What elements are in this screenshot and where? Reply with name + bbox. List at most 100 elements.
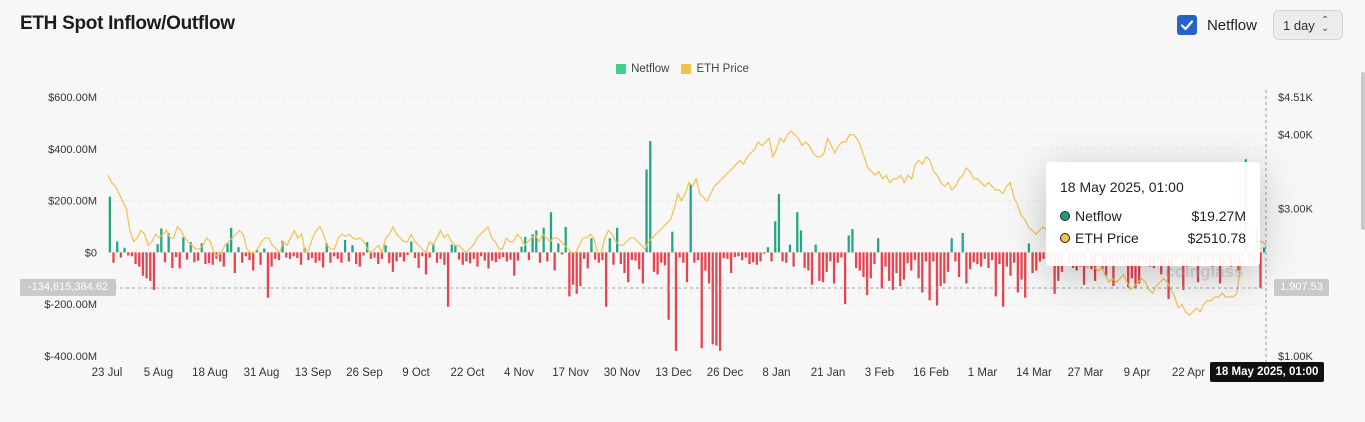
netflow-bar <box>145 252 148 279</box>
y-right-tick-label: $4.51K <box>1278 92 1314 104</box>
netflow-bar <box>1024 252 1027 298</box>
netflow-bar <box>998 252 1001 265</box>
page-scrollbar[interactable] <box>1361 72 1365 230</box>
tooltip-label-netflow: Netflow <box>1075 208 1122 224</box>
y-left-tick-label: $600.00M <box>48 92 97 104</box>
netflow-bar <box>748 252 751 265</box>
netflow-bar <box>310 252 314 259</box>
x-tick-label: 4 Nov <box>504 367 534 379</box>
legend-item-eth-price[interactable]: ETH Price <box>681 63 749 75</box>
netflow-bar <box>865 252 869 296</box>
netflow-bar <box>230 227 233 253</box>
netflow-bar <box>439 252 442 259</box>
netflow-bar <box>902 252 906 280</box>
x-tick-label: 26 Sep <box>346 367 382 379</box>
netflow-bar <box>281 240 284 253</box>
netflow-bar <box>292 252 295 257</box>
netflow-bar <box>851 229 854 253</box>
netflow-bar <box>895 252 898 274</box>
netflow-bar <box>491 252 494 261</box>
netflow-bar <box>277 252 281 261</box>
netflow-bar <box>226 243 229 253</box>
netflow-bar <box>968 252 972 270</box>
netflow-bar <box>660 252 663 263</box>
legend-item-netflow[interactable]: Netflow <box>616 63 669 75</box>
netflow-bar <box>722 252 725 259</box>
x-tick-label: 1 Mar <box>968 367 998 379</box>
netflow-bar <box>527 252 531 261</box>
netflow-bar <box>178 252 181 269</box>
netflow-bar <box>116 241 119 253</box>
tooltip-date: 18 May 2025, 01:00 <box>1060 179 1184 195</box>
netflow-bar <box>402 252 406 262</box>
netflow-bar <box>222 252 225 267</box>
x-tick-label: 5 Aug <box>144 367 173 379</box>
netflow-bar <box>502 252 505 258</box>
netflow-bar <box>641 252 645 284</box>
netflow-bar <box>671 231 674 253</box>
netflow-bar <box>917 252 920 279</box>
netflow-bar <box>836 252 839 263</box>
netflow-bar <box>141 252 145 276</box>
netflow-bar <box>704 252 707 271</box>
y-right-tick-label: $4.00K <box>1278 130 1314 142</box>
netflow-bar <box>921 252 924 293</box>
netflow-bar <box>770 252 773 262</box>
netflow-bar <box>1002 252 1005 307</box>
netflow-bar <box>399 252 402 258</box>
netflow-bar <box>557 243 560 253</box>
crosshair-left-value: -134,615,384.62 <box>20 279 116 296</box>
crosshair-date-label: 18 May 2025, 01:00 <box>1210 362 1324 382</box>
interval-select[interactable]: 1 day ⌃ ⌄ <box>1273 10 1343 40</box>
netflow-bar <box>233 252 236 274</box>
chevron-updown-icon: ⌃ ⌄ <box>1320 15 1330 34</box>
netflow-bar <box>347 252 350 262</box>
netflow-bar <box>877 238 880 253</box>
netflow-bar <box>612 252 615 265</box>
netflow-bar <box>586 252 589 269</box>
netflow-bar <box>285 252 288 258</box>
netflow-bar <box>516 252 520 261</box>
netflow-bar <box>832 252 836 284</box>
legend-swatch-netflow <box>616 64 627 74</box>
netflow-bar <box>134 252 137 265</box>
netflow-bar <box>406 252 409 255</box>
netflow-bar <box>616 227 619 253</box>
netflow-bar <box>976 252 979 265</box>
netflow-bar <box>788 244 792 253</box>
netflow-bar <box>321 252 325 268</box>
netflow-bar <box>645 169 648 253</box>
netflow-bar <box>711 252 714 345</box>
netflow-bar <box>935 252 939 306</box>
netflow-bar <box>627 252 630 283</box>
netflow-bar <box>825 252 828 272</box>
netflow-bar <box>410 241 413 253</box>
netflow-bar <box>428 252 431 258</box>
netflow-bar <box>218 252 222 262</box>
netflow-bar <box>314 252 317 263</box>
netflow-bar <box>483 252 486 261</box>
tooltip-label-eth-price: ETH Price <box>1075 230 1139 246</box>
netflow-bar <box>858 252 861 271</box>
crosshair-right-value: 1,907.53 <box>1274 279 1329 296</box>
netflow-bar <box>259 252 262 265</box>
netflow-bar <box>1042 252 1045 259</box>
netflow-checkbox[interactable] <box>1176 15 1197 35</box>
netflow-bar <box>531 234 534 253</box>
x-tick-label: 16 Feb <box>913 367 949 379</box>
tooltip-value-netflow: $19.27M <box>1191 208 1246 224</box>
netflow-bar <box>604 252 608 307</box>
netflow-bar <box>777 194 781 253</box>
netflow-bar <box>590 238 593 253</box>
netflow-bar <box>505 252 509 262</box>
tooltip-dot-eth-price <box>1060 233 1070 243</box>
x-tick-label: 30 Nov <box>604 367 641 379</box>
netflow-bar <box>549 212 553 253</box>
netflow-bar <box>994 252 997 297</box>
netflow-bar <box>468 252 472 264</box>
netflow-bar <box>1167 252 1170 300</box>
netflow-toggle-label[interactable]: Netflow <box>1206 16 1257 34</box>
netflow-bar <box>384 245 387 253</box>
netflow-bar <box>924 252 928 262</box>
netflow-bar <box>538 252 542 263</box>
